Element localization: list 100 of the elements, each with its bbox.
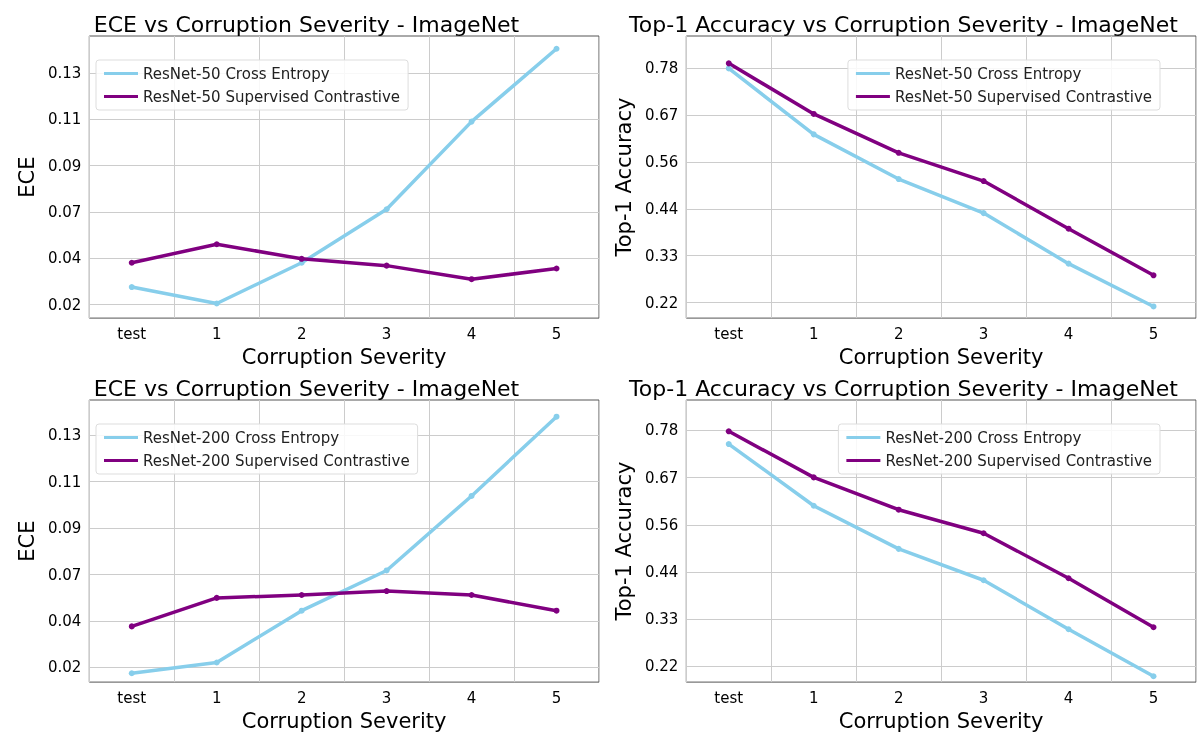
point (725, 60, 732, 67)
chart-title: Top-1 Accuracy vs Corruption Severity - ImageNet (628, 375, 1179, 401)
point (980, 577, 987, 584)
legend-label: ResNet-200 Cross Entropy (143, 428, 340, 447)
x-tick-label: 5 (551, 688, 562, 707)
point (553, 45, 560, 52)
x-tick-label: 1 (808, 324, 819, 343)
point (810, 131, 817, 138)
point (298, 607, 305, 614)
y-tick-label: 0.13 (47, 426, 82, 445)
y-tick-label: 0.02 (47, 658, 82, 677)
point (810, 502, 817, 509)
y-tick-label: 0.02 (47, 295, 82, 314)
legend-label: ResNet-50 Cross Entropy (143, 64, 330, 83)
point (725, 65, 732, 72)
legend-label: ResNet-200 Supervised Contrastive (885, 451, 1152, 470)
point (725, 441, 732, 448)
y-tick-label: 0.09 (47, 519, 82, 538)
x-tick-label: 3 (978, 324, 989, 343)
x-tick-label: 4 (466, 688, 477, 707)
y-tick-label: 0.11 (47, 472, 82, 491)
point (468, 276, 475, 283)
y-tick-label: 0.56 (644, 515, 679, 534)
x-tick-label: 3 (381, 688, 392, 707)
y-tick-label: 0.22 (644, 657, 679, 676)
point (895, 545, 902, 552)
point (383, 588, 390, 595)
y-axis-title: ECE (14, 520, 39, 562)
point (213, 241, 220, 248)
point (1150, 624, 1157, 631)
chart-title: Top-1 Accuracy vs Corruption Severity - ImageNet (628, 11, 1179, 37)
y-tick-label: 0.67 (644, 468, 679, 487)
x-tick-label: test (714, 688, 744, 707)
y-tick-label: 0.04 (47, 249, 82, 268)
legend-label: ResNet-200 Cross Entropy (885, 428, 1082, 447)
x-tick-label: test (117, 324, 147, 343)
point (895, 176, 902, 183)
point (298, 255, 305, 262)
x-tick-label: 2 (296, 688, 307, 707)
x-axis-title: Corruption Severity (241, 344, 447, 369)
chart-title: ECE vs Corruption Severity - ImageNet (93, 375, 520, 401)
point (128, 259, 135, 266)
point (1150, 303, 1157, 310)
y-axis-title: Top-1 Accuracy (611, 97, 636, 258)
x-axis-title: Corruption Severity (241, 708, 447, 733)
x-tick-label: 1 (211, 688, 222, 707)
point (810, 110, 817, 117)
y-tick-label: 0.44 (644, 563, 679, 582)
y-tick-label: 0.78 (644, 59, 679, 78)
point (298, 592, 305, 599)
point (383, 262, 390, 269)
y-tick-label: 0.44 (644, 199, 679, 218)
point (895, 149, 902, 156)
legend-label: ResNet-200 Supervised Contrastive (143, 451, 410, 470)
y-tick-label: 0.33 (644, 610, 679, 629)
x-tick-label: 5 (1148, 688, 1159, 707)
x-tick-label: test (117, 688, 147, 707)
y-tick-label: 0.56 (644, 152, 679, 171)
x-axis-title: Corruption Severity (838, 344, 1044, 369)
y-tick-label: 0.07 (47, 202, 82, 221)
x-tick-label: 2 (893, 688, 904, 707)
point (468, 492, 475, 499)
legend-label: ResNet-50 Supervised Contrastive (143, 87, 401, 106)
point (725, 428, 732, 435)
x-tick-label: 3 (978, 688, 989, 707)
point (468, 592, 475, 599)
point (128, 670, 135, 677)
y-tick-label: 0.13 (47, 64, 82, 83)
point (128, 623, 135, 630)
y-tick-label: 0.78 (644, 421, 679, 440)
y-tick-label: 0.07 (47, 565, 82, 584)
x-tick-label: 3 (381, 324, 392, 343)
point (1150, 673, 1157, 680)
x-tick-label: test (714, 324, 744, 343)
point (383, 206, 390, 213)
chart-title: ECE vs Corruption Severity - ImageNet (93, 11, 520, 37)
x-tick-label: 4 (1063, 324, 1074, 343)
point (128, 284, 135, 291)
x-tick-label: 4 (1063, 688, 1074, 707)
point (213, 594, 220, 601)
point (1065, 260, 1072, 267)
point (980, 178, 987, 185)
y-tick-label: 0.67 (644, 106, 679, 125)
x-tick-label: 2 (893, 324, 904, 343)
point (1065, 225, 1072, 232)
point (468, 118, 475, 125)
y-tick-label: 0.33 (644, 246, 679, 265)
point (1065, 575, 1072, 582)
point (383, 567, 390, 574)
x-tick-label: 1 (211, 324, 222, 343)
x-tick-label: 5 (551, 324, 562, 343)
x-axis-title: Corruption Severity (838, 708, 1044, 733)
x-tick-label: 2 (296, 324, 307, 343)
x-tick-label: 5 (1148, 324, 1159, 343)
point (980, 530, 987, 537)
y-tick-label: 0.09 (47, 156, 82, 175)
point (553, 413, 560, 420)
point (553, 265, 560, 272)
legend-label: ResNet-50 Cross Entropy (894, 64, 1082, 83)
point (1065, 626, 1072, 633)
